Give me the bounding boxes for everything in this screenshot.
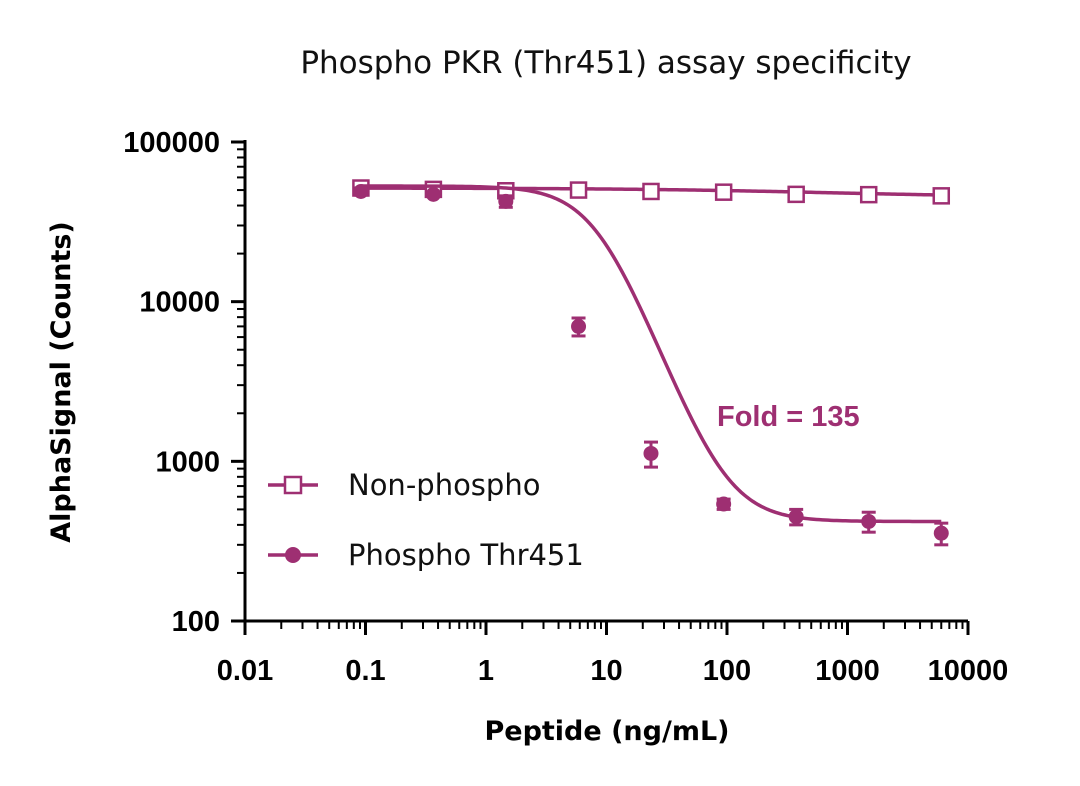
legend-label-non-phospho: Non-phospho <box>348 468 540 502</box>
chart-title: Phospho PKR (Thr451) assay specificity <box>300 45 911 81</box>
data-point <box>569 181 588 199</box>
x-tick-label: 10 <box>590 655 622 687</box>
data-point <box>788 509 804 525</box>
data-point <box>932 187 951 205</box>
legend-marker-phospho-thr451 <box>285 547 301 563</box>
data-point <box>787 185 805 204</box>
x-tick-label: 100 <box>703 655 751 687</box>
y-tick-label: 100000 <box>123 127 220 159</box>
data-point <box>642 182 660 201</box>
fit-curve <box>360 184 942 524</box>
x-tick-label: 1000 <box>815 655 880 687</box>
data-point <box>859 185 878 204</box>
legend-label-phospho-thr451: Phospho Thr451 <box>348 538 584 572</box>
x-axis-label: Peptide (ng/mL) <box>484 716 729 747</box>
data-point <box>714 183 733 201</box>
data-point <box>571 318 587 334</box>
data-point <box>353 183 369 199</box>
y-tick-label: 100 <box>172 606 220 638</box>
legend-marker-non-phospho <box>283 475 303 495</box>
series-non-phospho <box>352 179 951 205</box>
legend-item-phospho-thr451: Phospho Thr451 <box>268 538 584 572</box>
y-axis-label: AlphaSignal (Counts) <box>46 221 77 543</box>
y-tick-label: 1000 <box>155 446 220 478</box>
x-tick-label: 0.1 <box>345 655 385 687</box>
y-tick-label: 10000 <box>139 287 220 319</box>
x-axis-ticks: 0.01 0.1 1 10 100 1000 10000 <box>217 621 1009 687</box>
y-axis-ticks: 100 1000 10000 100000 <box>123 127 245 638</box>
data-point <box>643 445 659 461</box>
legend-item-non-phospho: Non-phospho <box>268 468 540 502</box>
series-phospho-thr451 <box>353 183 949 547</box>
data-point <box>861 513 877 529</box>
x-tick-label: 1 <box>478 655 494 687</box>
x-tick-label: 10000 <box>928 655 1009 687</box>
series-layer <box>352 179 951 547</box>
legend: Non-phospho Phospho Thr451 <box>268 468 584 572</box>
data-point <box>425 186 441 202</box>
data-point <box>933 525 949 541</box>
data-point <box>716 496 732 512</box>
data-point <box>498 193 514 209</box>
x-tick-label: 0.01 <box>217 655 273 687</box>
fold-annotation: Fold = 135 <box>717 401 860 433</box>
